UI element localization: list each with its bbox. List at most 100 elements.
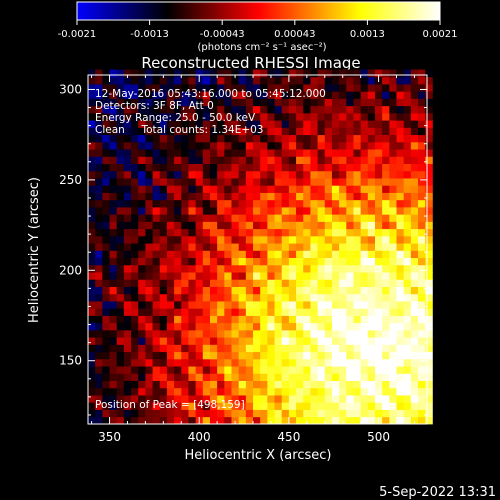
heatmap-cell: [317, 409, 326, 418]
heatmap-cell: [109, 163, 118, 172]
heatmap-cell: [288, 192, 297, 201]
heatmap-cell: [123, 416, 132, 425]
heatmap-cell: [360, 127, 369, 136]
heatmap-cell: [145, 192, 153, 201]
heatmap-cell: [410, 221, 419, 230]
heatmap-cell: [123, 214, 132, 222]
heatmap-cell: [267, 207, 275, 215]
heatmap-cell: [339, 416, 347, 425]
heatmap-cell: [102, 185, 110, 193]
heatmap-cell: [195, 358, 204, 367]
colorbar-tick-label: 0.0021: [423, 29, 458, 40]
heatmap-cell: [267, 395, 275, 403]
heatmap-cell: [174, 112, 182, 121]
heatmap-cell: [260, 351, 268, 360]
heatmap-cell: [296, 250, 304, 259]
heatmap-cell: [396, 272, 405, 280]
heatmap-cell: [202, 214, 211, 222]
heatmap-cell: [245, 112, 254, 121]
heatmap-cell: [260, 416, 268, 425]
heatmap-cell: [131, 178, 139, 186]
heatmap-cell: [396, 163, 405, 172]
heatmap-cell: [331, 308, 340, 316]
heatmap-cell: [159, 120, 168, 128]
heatmap-cell: [310, 387, 318, 396]
heatmap-cell: [166, 358, 175, 367]
heatmap-cell: [116, 272, 125, 280]
heatmap-cell: [181, 127, 189, 136]
heatmap-cell: [403, 91, 412, 99]
heatmap-cell: [303, 380, 311, 389]
heatmap-cell: [102, 301, 110, 309]
heatmap-cell: [231, 264, 240, 273]
heatmap-cell: [403, 120, 412, 128]
heatmap-cell: [209, 163, 218, 172]
heatmap-cell: [253, 293, 261, 302]
heatmap-cell: [267, 156, 275, 164]
heatmap-cell: [224, 380, 232, 389]
heatmap-cell: [231, 293, 240, 302]
heatmap-cell: [195, 69, 204, 78]
heatmap-cell: [145, 76, 153, 85]
heatmap-cell: [138, 185, 146, 193]
heatmap-cell: [396, 243, 405, 251]
heatmap-cell: [245, 387, 254, 396]
heatmap-cell: [331, 163, 340, 172]
heatmap-cell: [231, 214, 240, 222]
heatmap-cell: [288, 358, 297, 367]
heatmap-cell: [217, 98, 225, 107]
heatmap-cell: [389, 228, 397, 237]
heatmap-cell: [224, 105, 232, 114]
heatmap-cell: [123, 315, 132, 324]
heatmap-cell: [281, 387, 290, 396]
heatmap-cell: [410, 366, 419, 374]
heatmap-cell: [145, 387, 153, 396]
heatmap-cell: [188, 98, 197, 107]
heatmap-cell: [374, 272, 383, 280]
heatmap-cell: [217, 373, 225, 381]
heatmap-cell: [374, 127, 383, 136]
heatmap-cell: [353, 170, 362, 179]
heatmap-cell: [95, 199, 103, 208]
heatmap-cell: [303, 221, 311, 230]
heatmap-cell: [166, 69, 175, 78]
heatmap-cell: [217, 293, 225, 302]
heatmap-cell: [88, 409, 96, 418]
heatmap-cell: [138, 272, 146, 280]
heatmap-cell: [217, 315, 225, 324]
heatmap-cell: [253, 207, 261, 215]
heatmap-cell: [123, 112, 132, 121]
heatmap-cell: [324, 387, 333, 396]
heatmap-cell: [339, 409, 347, 418]
heatmap-cell: [231, 199, 240, 208]
heatmap-cell: [138, 69, 146, 78]
heatmap-cell: [267, 141, 275, 150]
heatmap-cell: [231, 301, 240, 309]
heatmap-cell: [174, 366, 182, 374]
heatmap-cell: [274, 149, 283, 157]
heatmap-cell: [181, 214, 189, 222]
heatmap-cell: [403, 199, 412, 208]
heatmap-cell: [188, 76, 197, 85]
heatmap-cell: [281, 69, 290, 78]
heatmap-cell: [310, 264, 318, 273]
x-tick-label: 400: [188, 430, 211, 444]
heatmap-cell: [202, 366, 211, 374]
heatmap-cell: [296, 120, 304, 128]
heatmap-cell: [288, 149, 297, 157]
heatmap-cell: [88, 120, 96, 128]
heatmap-cell: [281, 170, 290, 179]
heatmap-cell: [88, 141, 96, 150]
heatmap-cell: [425, 351, 433, 360]
heatmap-cell: [131, 402, 139, 410]
heatmap-cell: [217, 127, 225, 136]
heatmap-cell: [425, 105, 433, 114]
heatmap-cell: [195, 192, 204, 201]
heatmap-cell: [296, 366, 304, 374]
heatmap-cell: [109, 98, 118, 107]
heatmap-cell: [102, 163, 110, 172]
heatmap-cell: [418, 207, 426, 215]
heatmap-cell: [346, 134, 354, 143]
heatmap-cell: [382, 228, 390, 237]
heatmap-cell: [360, 120, 369, 128]
